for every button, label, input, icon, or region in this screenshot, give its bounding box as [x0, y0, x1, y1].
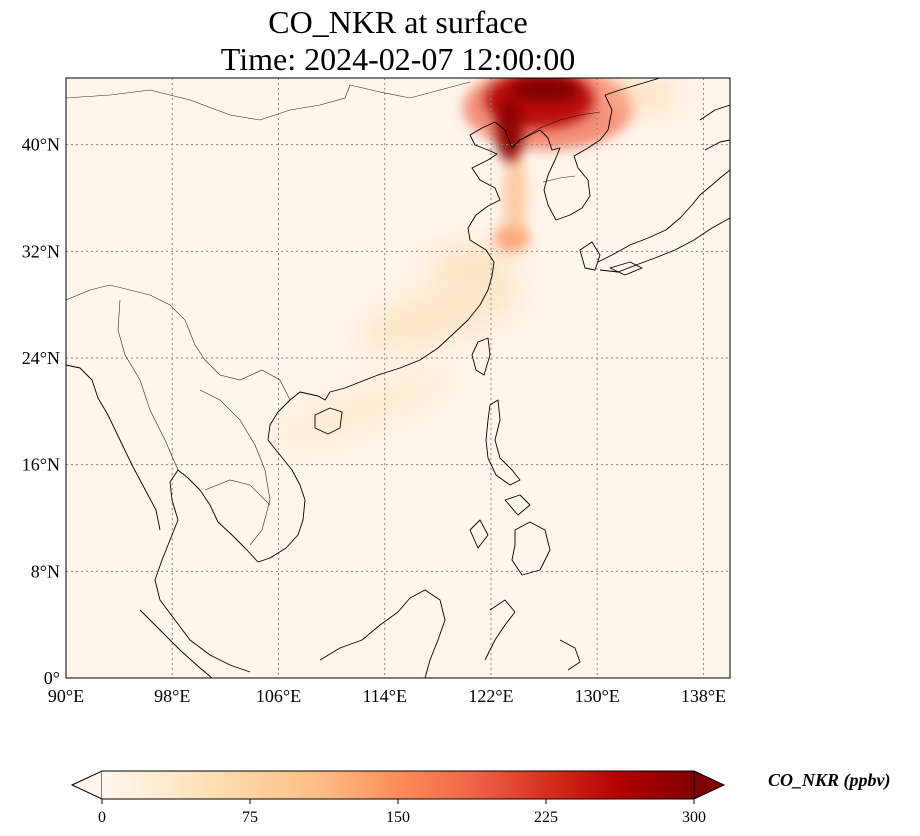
colorbar-tick-label: 150: [386, 809, 410, 826]
coastline-bohai-korea: [494, 94, 613, 221]
coastline-sulawesi: [484, 599, 581, 671]
lon-tick-label: 114°E: [362, 686, 407, 706]
coastline-russia: [604, 78, 661, 96]
coastline-thailand-malaysia: [154, 469, 259, 673]
lat-tick-label: 16°N: [22, 455, 60, 475]
coastline-luzon: [485, 399, 521, 486]
lon-tick-label: 138°E: [681, 686, 726, 706]
country-borders: [66, 81, 601, 546]
colorbar-ticks: 0 75 150 225 300: [98, 799, 706, 826]
coastline-visayas-mindanao: [469, 494, 551, 576]
border-cambodia: [204, 479, 271, 506]
coastline-japan-kyushu: [579, 241, 643, 276]
border-mongolia: [349, 81, 471, 99]
border-korea-dmz: [542, 175, 576, 183]
border-china-south: [66, 284, 291, 401]
lat-tick-label: 24°N: [22, 348, 60, 368]
lon-tick-label: 90°E: [48, 686, 84, 706]
colorbar-tick-label: 0: [98, 809, 106, 826]
coastline-borneo: [319, 589, 446, 678]
lon-tick-label: 130°E: [575, 686, 620, 706]
coastline-vietnam: [257, 391, 331, 563]
map-background: [66, 78, 730, 678]
colorbar-tick-label: 225: [534, 809, 558, 826]
plume-yellow-sea: [503, 150, 527, 240]
map-title-time: Time: 2024-02-07 12:00:00: [220, 41, 576, 77]
coastline-hainan: [314, 407, 343, 435]
coastline-japan-honshu: [597, 169, 730, 273]
coastline-taiwan: [471, 337, 491, 376]
gridlines: [66, 78, 730, 678]
colorbar-extend-max: [693, 770, 726, 800]
map-title-variable: CO_NKR at surface: [268, 4, 528, 40]
border-korea-china: [519, 111, 601, 141]
plume-liaodong: [496, 98, 524, 162]
colorbar-tick-label: 75: [242, 809, 258, 826]
map-frame: [65, 77, 731, 679]
border-china-north: [66, 84, 351, 121]
colorbar-tick-label: 300: [682, 809, 706, 826]
lat-tick-label: 8°N: [31, 561, 60, 581]
coastline-myanmar: [66, 364, 161, 531]
plume-haze-southeast-china: [358, 277, 522, 353]
colorbar-bar: [102, 771, 694, 799]
concentration-field: [270, 78, 680, 447]
longitude-labels: 90°E 98°E 106°E 114°E 122°E 130°E 138°E: [48, 686, 726, 706]
lat-tick-label: 32°N: [22, 241, 60, 261]
plume-far-east: [600, 79, 680, 111]
colorbar-extend-min: [70, 770, 103, 800]
colorbar-label: CO_NKR (ppbv): [768, 770, 891, 790]
latitude-labels: 0° 8°N 16°N 24°N 32°N 40°N: [22, 135, 60, 688]
coastline-japan-hokkaido: [699, 104, 730, 151]
coastline-china-east: [329, 121, 501, 393]
lat-tick-label: 40°N: [22, 135, 60, 155]
lon-tick-label: 106°E: [256, 686, 301, 706]
coastline-sumatra: [139, 609, 213, 678]
colorbar: 0 75 150 225 300: [70, 770, 726, 826]
lon-tick-label: 122°E: [468, 686, 513, 706]
lat-tick-label: 0°: [44, 668, 60, 688]
plume-northeast-core: [510, 78, 580, 102]
lon-tick-label: 98°E: [154, 686, 190, 706]
coastlines: [66, 78, 730, 678]
border-laos-vietnam: [199, 389, 271, 546]
border-myanmar-thailand: [117, 299, 179, 471]
